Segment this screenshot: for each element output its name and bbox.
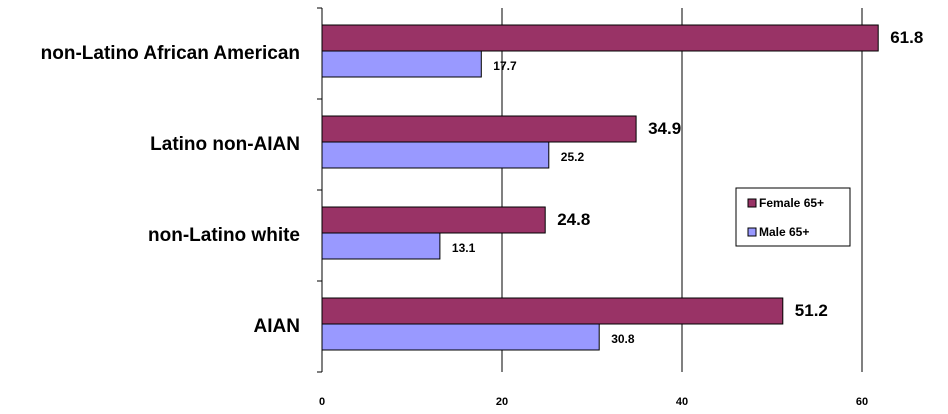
- data-label-female: 61.8: [890, 28, 923, 47]
- data-label-female: 24.8: [557, 210, 590, 229]
- x-tick-label: 20: [496, 396, 508, 408]
- data-label-female: 51.2: [795, 301, 828, 320]
- bar-male: [321, 323, 600, 351]
- x-tick-label: 40: [676, 396, 688, 408]
- bar-female: [321, 24, 879, 52]
- legend-label-male: Male 65+: [759, 225, 809, 239]
- bar-male: [321, 141, 550, 169]
- data-label-male: 17.7: [493, 59, 517, 73]
- bar-female: [321, 297, 784, 325]
- category-label: AIAN: [254, 316, 300, 337]
- data-label-female: 34.9: [648, 119, 681, 138]
- category-label: Latino non-AIAN: [150, 134, 300, 155]
- category-label: non-Latino African American: [41, 43, 300, 64]
- category-label: non-Latino white: [148, 225, 300, 246]
- legend-swatch-male: [747, 227, 757, 237]
- bar-male: [321, 232, 441, 260]
- legend-label-female: Female 65+: [759, 196, 824, 210]
- bar-female: [321, 206, 546, 234]
- legend-swatch-female: [747, 198, 757, 208]
- bar-female: [321, 115, 637, 143]
- bar-male: [321, 50, 482, 78]
- data-label-male: 30.8: [611, 332, 635, 346]
- data-label-male: 25.2: [561, 150, 585, 164]
- x-tick-label: 60: [856, 396, 868, 408]
- x-tick-label: 0: [319, 396, 325, 408]
- data-label-male: 13.1: [452, 241, 476, 255]
